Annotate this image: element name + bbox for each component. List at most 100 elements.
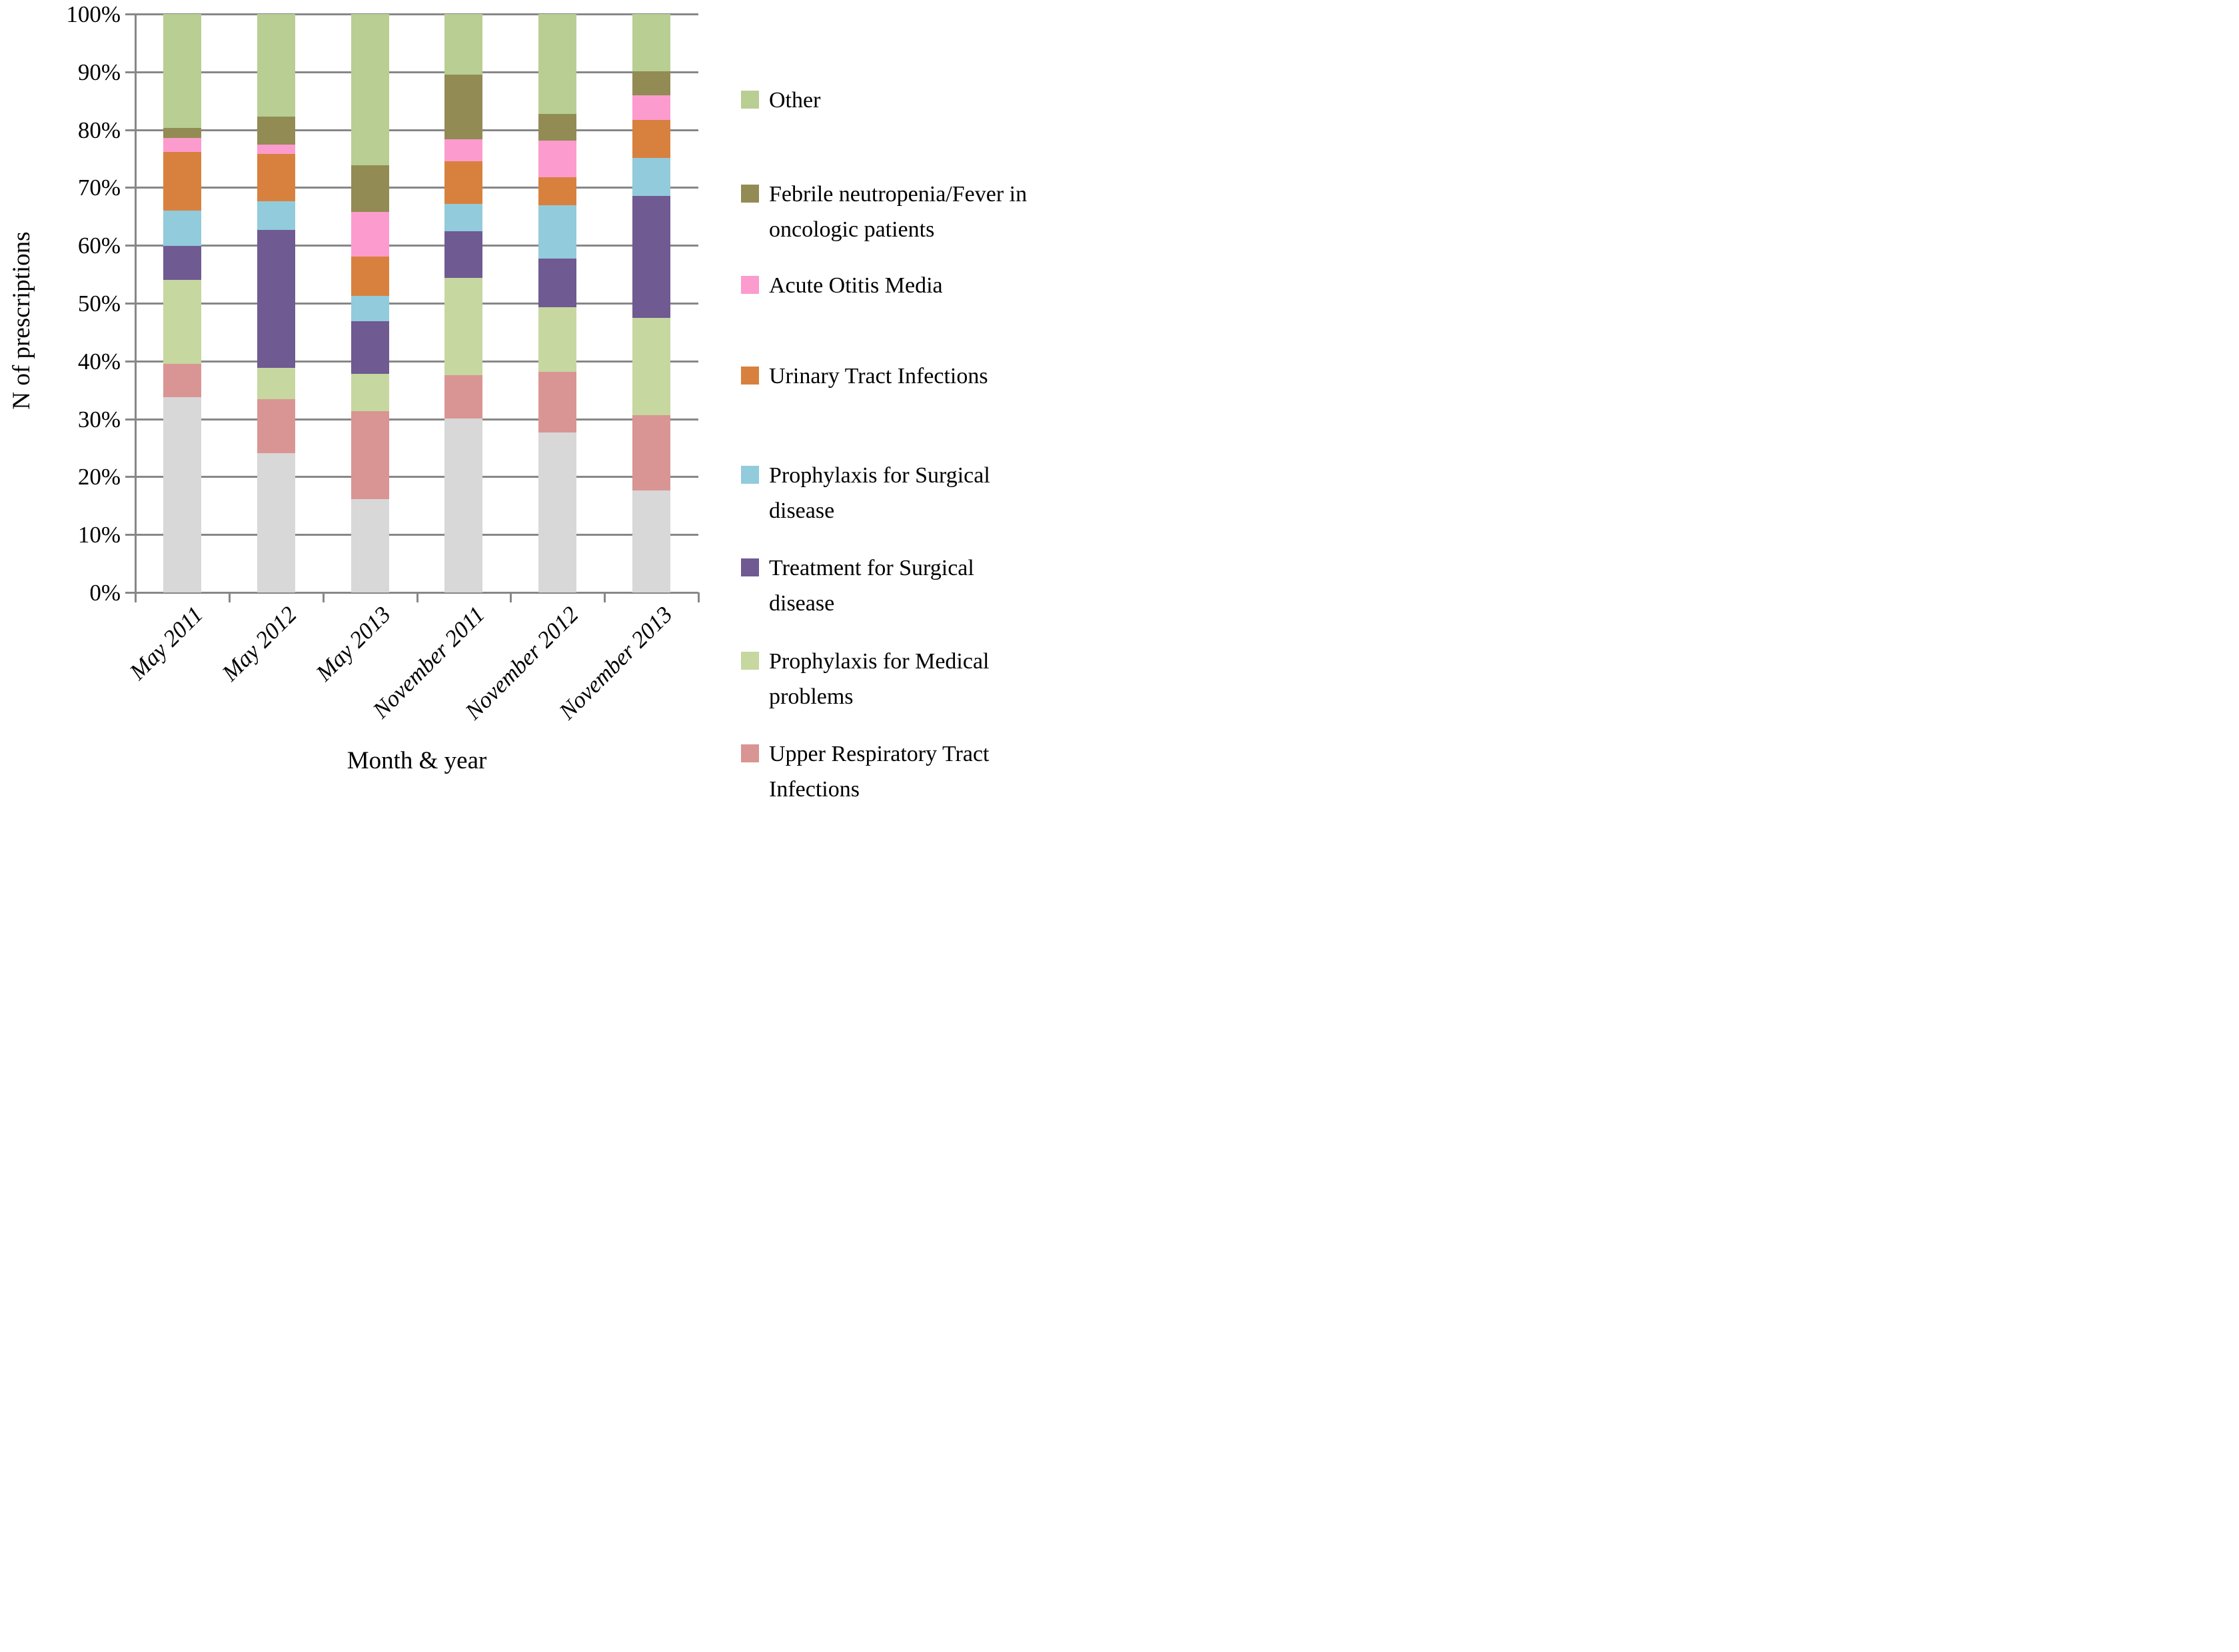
bar-segment-prophylaxis-for-surgical-disease [351,295,389,321]
bar-november-2013 [632,14,671,592]
y-axis-tick [125,71,135,73]
legend-item: Prophylaxis for Surgical disease [741,458,1089,528]
bar-segment-urinary-tract-infections [444,161,483,204]
legend-label: Acute Otitis Media [769,273,943,298]
bar-segment-treatment-for-surgical-disease [163,246,201,281]
bar-segment-upper-respiratory-tract-infections [444,375,483,418]
gridline [135,13,698,15]
bar-segment-unlabeled-gray [163,397,201,592]
legend-label: Upper Respiratory Tract Infections [769,742,990,802]
y-tick-label: 50% [77,291,121,317]
x-axis-tick [698,592,700,602]
bar-segment-urinary-tract-infections [538,177,577,206]
legend-item: Treatment for Surgical disease [741,551,1089,621]
legend-item: Prophylaxis for Medical problems [741,644,1089,714]
bar-segment-febrile-neutropenia-fever-in-oncologic-patients [163,128,201,138]
y-axis-tick [125,534,135,536]
bar-segment-acute-otitis-media [351,211,389,257]
y-axis-tick [125,476,135,478]
y-axis-tick [125,129,135,131]
bar-segment-prophylaxis-for-surgical-disease [538,205,577,259]
x-tick-label: May 2011 [124,601,209,685]
bar-segment-prophylaxis-for-surgical-disease [632,158,671,196]
bar-segment-treatment-for-surgical-disease [632,195,671,318]
legend-swatch [741,652,759,670]
bar-november-2011 [444,14,483,592]
legend-swatch [741,744,759,762]
legend-label: Urinary Tract Infections [769,364,988,389]
bar-segment-other [538,14,577,115]
y-tick-label: 90% [77,59,121,85]
bar-segment-treatment-for-surgical-disease [257,229,295,369]
bar-segment-other [444,14,483,75]
y-tick-label: 40% [77,348,121,375]
x-axis-tick [510,592,512,602]
y-axis-tick [125,303,135,305]
y-axis-tick [125,592,135,594]
bar-segment-febrile-neutropenia-fever-in-oncologic-patients [257,116,295,145]
bar-segment-urinary-tract-infections [351,256,389,296]
x-axis-tick [604,592,606,602]
gridline [135,187,698,189]
bar-segment-febrile-neutropenia-fever-in-oncologic-patients [538,114,577,141]
bar-segment-unlabeled-gray [444,418,483,592]
legend-label: Prophylaxis for Medical problems [769,649,990,709]
bar-segment-urinary-tract-infections [257,154,295,202]
legend-swatch [741,91,759,109]
gridline [135,476,698,478]
gridline [135,71,698,73]
y-tick-label: 80% [77,117,121,143]
bar-may-2011 [163,14,201,592]
bar-may-2013 [351,14,389,592]
bar-segment-urinary-tract-infections [163,152,201,211]
legend-item: Other [741,83,1089,119]
bar-segment-febrile-neutropenia-fever-in-oncologic-patients [351,165,389,212]
bar-segment-treatment-for-surgical-disease [351,321,389,374]
bar-segment-other [257,14,295,117]
legend-item: Upper Respiratory Tract Infections [741,737,1089,807]
x-axis-tick [135,592,137,602]
x-axis-tick [322,592,325,602]
gridline [135,360,698,363]
bar-segment-treatment-for-surgical-disease [444,231,483,278]
x-tick-label: May 2012 [217,601,303,686]
x-axis-title: Month & year [347,747,487,774]
bar-segment-prophylaxis-for-surgical-disease [163,211,201,247]
bar-segment-febrile-neutropenia-fever-in-oncologic-patients [444,75,483,140]
y-tick-label: 0% [89,580,121,606]
legend-item: Febrile neutropenia/Fever in oncologic p… [741,177,1089,247]
y-axis-tick [125,418,135,420]
bar-segment-acute-otitis-media [257,145,295,155]
y-axis-line [135,14,137,602]
legend-swatch [741,558,759,576]
bar-segment-upper-respiratory-tract-infections [632,414,671,491]
bar-segment-upper-respiratory-tract-infections [163,364,201,398]
y-tick-label: 60% [77,233,121,259]
y-axis-tick [125,187,135,189]
legend-label: Other [769,88,821,113]
bar-segment-prophylaxis-for-medical-problems [444,277,483,375]
y-tick-label: 10% [77,522,121,548]
bar-segment-prophylaxis-for-medical-problems [538,307,577,373]
y-axis-tick [125,360,135,363]
bar-segment-prophylaxis-for-surgical-disease [257,201,295,230]
gridline [135,129,698,131]
bar-november-2012 [538,14,577,592]
gridline [135,245,698,247]
gridline [135,534,698,536]
bar-segment-acute-otitis-media [444,139,483,161]
bar-segment-prophylaxis-for-surgical-disease [444,203,483,232]
bar-segment-prophylaxis-for-medical-problems [351,373,389,412]
bar-segment-unlabeled-gray [351,499,389,592]
bar-segment-treatment-for-surgical-disease [538,259,577,308]
legend-swatch [741,367,759,385]
x-axis-tick [416,592,418,602]
gridline [135,418,698,420]
legend-swatch [741,185,759,203]
y-tick-label: 70% [77,175,121,201]
bar-segment-urinary-tract-infections [632,119,671,159]
bar-segment-acute-otitis-media [538,141,577,177]
stacked-bar-chart-figure: N of prescriptions 100% 90% 80% 70% 60% 50% 40… [0,0,1120,826]
bar-segment-upper-respiratory-tract-infections [538,372,577,433]
bar-segment-other [632,14,671,71]
